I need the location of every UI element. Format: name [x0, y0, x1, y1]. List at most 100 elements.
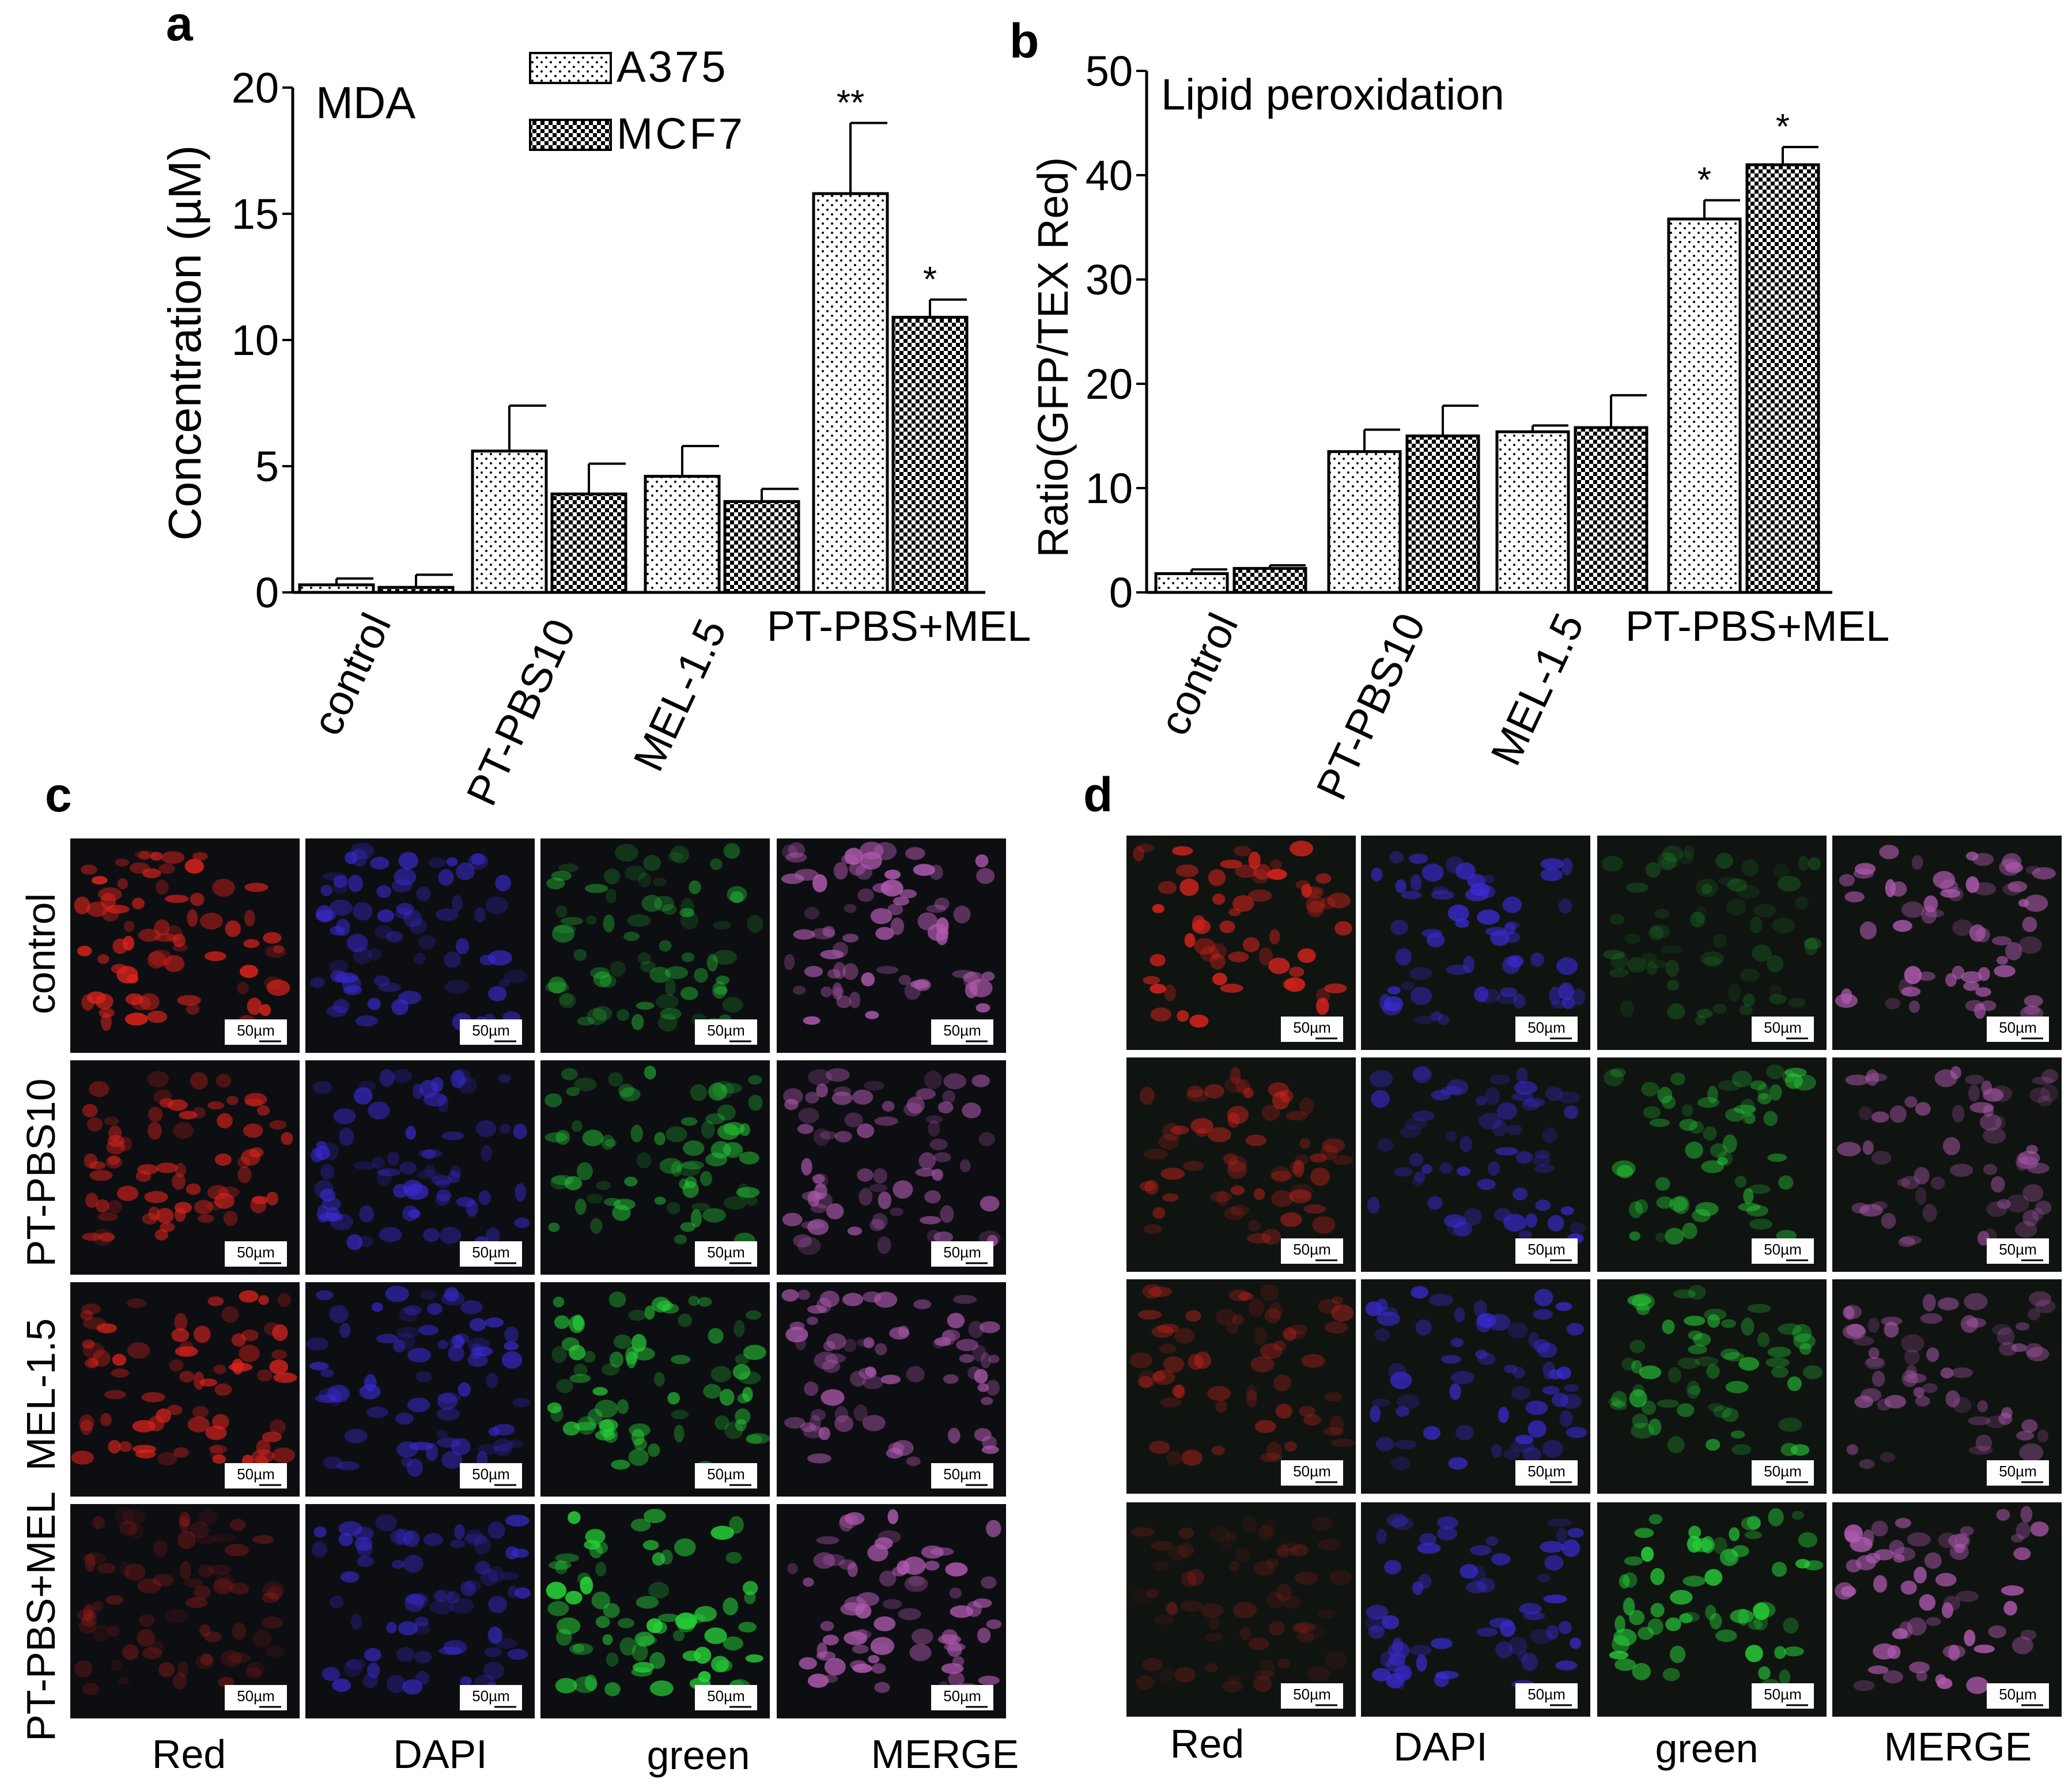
- panel-c-tile-r2-c1-cell: [339, 1323, 351, 1338]
- panel-d-tile-r1-c1-cell: [1535, 1199, 1551, 1211]
- panel-d-tile-r0-c2-cell: [1727, 878, 1748, 892]
- panel-d-tile-r2-c3-cell: [1938, 1297, 1959, 1311]
- panel-c-tile-r1-c1-cell: [312, 1080, 332, 1094]
- panel-c-tile-r1-c2-cell: [723, 1142, 743, 1158]
- panel-c-tile-r2-c3-scalebar-label: 50µm: [943, 1465, 981, 1483]
- panel-d-tile-r1-c0-cell: [1160, 1168, 1185, 1180]
- panel-d-tile-r2-c1-cell: [1527, 1420, 1547, 1438]
- panel-d-tile-r3-c0-scalebar-label: 50µm: [1293, 1686, 1331, 1703]
- panel-d-tile-r0-c0-cell: [1307, 900, 1324, 917]
- panel-c-tile-r3-c0-cell: [158, 1662, 175, 1678]
- panel-c-tile-r0-c2-cell: [680, 912, 699, 930]
- panel-d-tile-r1-c3-cell: [1898, 1237, 1915, 1248]
- panel-d-tile-r3-c3-cell: [2010, 1534, 2024, 1543]
- panel-c-tile-r1-c2-cell: [723, 1121, 745, 1136]
- panel-d-tile-r3-c0-cell: [1151, 1540, 1172, 1551]
- panel-d-tile-r0-c1-cell: [1410, 987, 1432, 1006]
- chart-0-significance-A375-3: **: [837, 83, 864, 123]
- chart-1-bar-A375-2: [1495, 430, 1570, 594]
- panel-c-tile-r1-c1-cell: [475, 1120, 497, 1138]
- panel-d-tile-r3-c0-cell: [1242, 1516, 1258, 1534]
- panel-d-tile-r3-c2-cell: [1669, 1645, 1686, 1663]
- panel-d-tile-r0-c2-cell: [1660, 945, 1684, 954]
- panel-d-tile-r3-c0-cell: [1290, 1544, 1309, 1556]
- panel-c-tile-r3-c1-cell: [475, 1561, 491, 1575]
- panel-d-tile-r0-c2-cell: [1696, 878, 1718, 897]
- panel-c-tile-r0-c3-cell: [975, 1003, 990, 1013]
- panel-d-tile-r3-c0-cell: [1324, 1650, 1348, 1669]
- panel-c-tile-r2-c1-cell: [501, 1351, 523, 1369]
- panel-c-tile-r1-c3-cell: [962, 1102, 981, 1119]
- chart-0-significance-MCF7-3: *: [923, 260, 937, 300]
- panel-d-tile-r2-c1-cell: [1522, 1446, 1541, 1462]
- panel-c-tile-r0-c2-cell: [615, 844, 638, 862]
- panel-c-tile-r1-c2-cell: [748, 1075, 762, 1085]
- panel-d-tile-r2-c2-cell: [1780, 1442, 1798, 1456]
- panel-d-tile-r0-c0-cell: [1152, 904, 1164, 913]
- panel-d-tile-r2-c1-cell: [1440, 1355, 1461, 1364]
- panel-c-tile-r2-c3-cell: [842, 1293, 864, 1306]
- panel-d-tile-r1-c0-cell: [1290, 1161, 1302, 1174]
- panel-d-tile-r1-c1-cell: [1569, 1222, 1586, 1234]
- panel-d-tile-r0-c3-cell: [2007, 881, 2028, 893]
- panel-d-tile-r2-c0-cell: [1254, 1420, 1276, 1433]
- panel-d-tile-r0-c1-cell: [1500, 987, 1518, 997]
- panel-c-tile-r0-c2-cell: [546, 878, 565, 890]
- panel-c-tile-r3-c3-cell: [949, 1587, 962, 1599]
- panel-d-tile-r2-c3-cell: [1922, 1294, 1936, 1312]
- panel-d-tile-r1-c0-cell: [1227, 1112, 1240, 1128]
- panel-d-tile-r3-c2-cell: [1647, 1618, 1663, 1635]
- panel-c-tile-r0-c3-cell: [781, 873, 804, 885]
- panel-d-tile-r1-c3-cell: [1965, 1074, 1984, 1085]
- panel-c-tile-r2-c3: 50µm: [777, 1282, 1006, 1497]
- panel-d-tile-r0-c0-cell: [1268, 957, 1290, 974]
- panel-c-tile-r3-c1-cell: [508, 1585, 519, 1599]
- panel-d-tile-r0-c3-cell: [2005, 862, 2024, 873]
- panel-d-tile-r1-c0-cell: [1170, 1125, 1189, 1135]
- panel-d-tile-r1-c1-cell: [1563, 1105, 1579, 1119]
- panel-d-tile-r1-c0-cell: [1247, 1233, 1271, 1244]
- panel-c-tile-r0-c1-cell: [467, 853, 489, 870]
- panel-c-tile-r2-c1-cell: [315, 1394, 337, 1403]
- panel-c-tile-r3-c0-cell: [92, 1600, 104, 1612]
- panel-d-tile-r2-c0-cell: [1166, 1450, 1182, 1465]
- panel-c-tile-r3-c2-scalebar-label: 50µm: [707, 1687, 745, 1705]
- panel-c-tile-r0-c1-cell: [398, 852, 418, 870]
- panel-d-tile-r1-c2-cell: [1746, 1204, 1769, 1217]
- panel-c-tile-r1-c0-cell: [144, 1191, 168, 1203]
- panel-d-tile-r0-c0-cell: [1212, 973, 1227, 985]
- panel-d-tile-r0-c0-cell: [1208, 869, 1226, 886]
- panel-d-tile-r3-c0-cell: [1253, 1561, 1276, 1576]
- panel-d-tile-r0-c2-cell: [1627, 957, 1647, 973]
- panel-d-tile-r1-c3-cell: [1871, 1201, 1888, 1210]
- panel-c-tile-r3-c3-cell: [909, 1644, 932, 1661]
- chart-0-bar-MCF7-0: [377, 585, 455, 594]
- panel-d-tile-r0-c0-cell: [1302, 887, 1322, 897]
- panel-c-tile-r3-c0-cell: [153, 1540, 168, 1557]
- panel-c-tile-r2-c0-cell: [270, 1419, 286, 1435]
- panel-c-tile-r3-c3-cell: [824, 1657, 846, 1676]
- panel-d-tile-r3-c1-cell: [1434, 1672, 1449, 1687]
- panel-d-tile-r2-c2-cell: [1708, 1403, 1724, 1412]
- panel-d-tile-r1-c0-cell: [1271, 1166, 1291, 1183]
- panel-c-tile-r0-c3-cell: [876, 966, 899, 974]
- panel-d-tile-r0-c3-cell: [2005, 942, 2022, 961]
- panel-c-tile-r0-c0-cell: [101, 1012, 112, 1031]
- panel-c-tile-r0-c2-cell: [714, 986, 728, 995]
- panel-c-tile-r0-c2-cell: [643, 855, 661, 871]
- panel-c-tile-r2-c2-cell: [631, 1333, 647, 1352]
- panel-d-tile-r1-c0-cell: [1279, 1089, 1294, 1103]
- panel-d-tile-r0-c0-cell: [1315, 998, 1329, 1015]
- panel-c-tile-r1-c3-cell: [831, 1091, 853, 1105]
- panel-c-tile-r3-c1-cell: [454, 1524, 465, 1540]
- panel-d-tile-r1-c2-cell: [1767, 1153, 1787, 1162]
- panel-c-tile-r2-c2-cell: [746, 1434, 762, 1444]
- panel-d-tile-r1-c1-cell: [1503, 1214, 1527, 1232]
- panel-d-tile-r2-c2-cell: [1657, 1399, 1680, 1408]
- panel-c-tile-r2-c0-cell: [135, 1449, 156, 1459]
- panel-d-tile-r2-c2-cell: [1684, 1316, 1706, 1326]
- panel-d-tile-r0-c3-cell: [1965, 851, 1979, 861]
- panel-c-tile-r1-c0-cell: [148, 1106, 163, 1123]
- panel-c-tile-r0-c1-cell: [504, 970, 528, 984]
- panel-c-tile-r1-c0-cell: [107, 1200, 122, 1214]
